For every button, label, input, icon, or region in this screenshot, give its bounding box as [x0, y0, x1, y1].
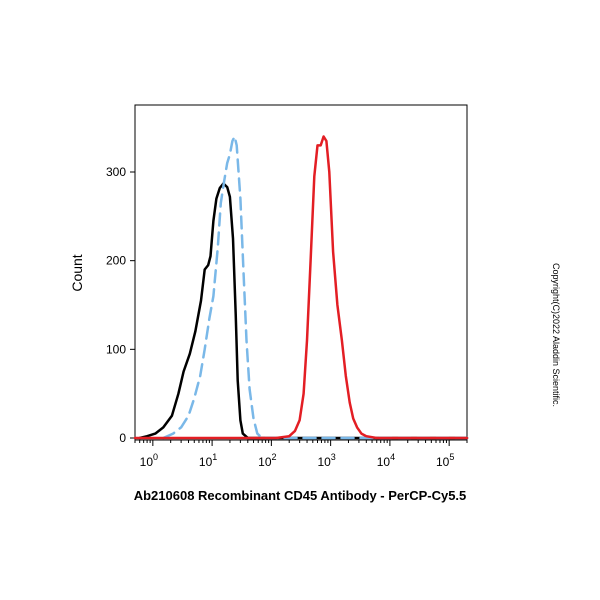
x-tick-label: 103 [317, 452, 335, 469]
y-tick-label: 200 [106, 254, 126, 268]
series-layer [133, 135, 469, 440]
x-tick-label: 101 [199, 452, 217, 469]
plot-frame [134, 104, 468, 441]
copyright-text: Copyright(C)2022 Aladdin Scientific. [551, 263, 561, 407]
histogram-series-3 [133, 135, 469, 440]
x-axis: 100 101 102 103 104 105 [134, 440, 468, 469]
y-tick-label: 300 [106, 165, 126, 179]
y-tick-label: 0 [119, 431, 126, 445]
x-tick-label: 100 [140, 452, 158, 469]
y-axis-label: Count [69, 254, 85, 291]
x-tick-label: 104 [377, 452, 395, 469]
x-tick-label: 102 [258, 452, 276, 469]
histogram-series-1 [138, 182, 469, 440]
x-tick-label: 105 [436, 452, 454, 469]
chart-title: Ab210608 Recombinant CD45 Antibody - Per… [134, 488, 467, 503]
y-axis: 0 100 200 300 [106, 165, 135, 445]
y-tick-label: 100 [106, 342, 126, 356]
histogram-series-2 [162, 135, 469, 440]
